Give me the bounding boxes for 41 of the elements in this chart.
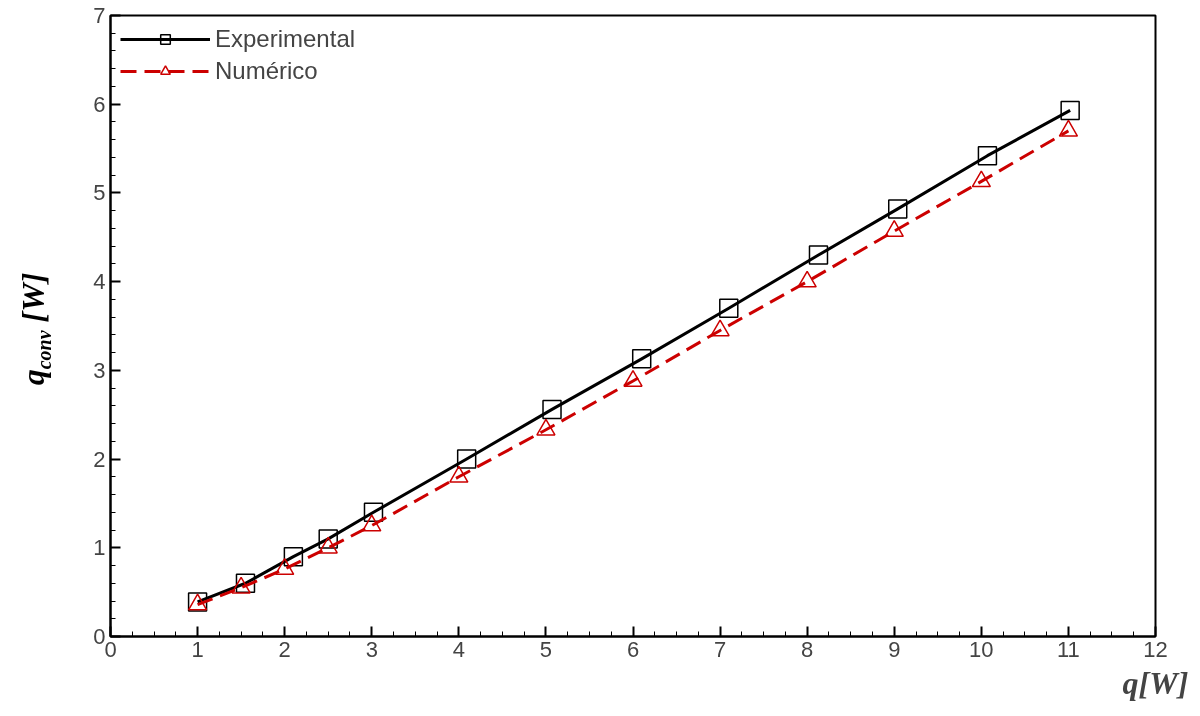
legend-label: Numérico [215,57,318,85]
point [231,576,251,594]
x-tick-label: 8 [801,636,814,662]
x-tick-label: 11 [1057,636,1080,662]
point [631,349,652,369]
point [456,449,477,469]
point [977,145,998,166]
x-tick-label: 5 [539,636,553,662]
y-tick-label: 5 [93,180,106,206]
x-tick-label: 6 [626,636,640,662]
point [449,465,469,483]
y-tick-label: 4 [93,269,106,295]
x-axis-title: q[W] [1122,664,1189,701]
y-tick-label: 7 [93,3,106,28]
point [318,536,338,554]
x-tick-label: 3 [365,636,378,662]
point [971,170,992,188]
point [719,298,739,319]
x-tick-label: 2 [278,636,291,662]
x-tick-label: 4 [452,636,465,662]
point [536,418,556,436]
x-tick-label: 9 [888,636,901,662]
point [542,399,562,420]
point [1060,100,1080,121]
point [887,199,908,219]
x-tick-label: 1 [191,636,204,662]
y-tick-label: 3 [93,357,106,383]
point [362,514,382,532]
point [797,270,817,288]
point [808,245,829,265]
y-tick-label: 2 [93,446,106,472]
x-tick-label: 10 [969,636,994,662]
legend-label: Experimental [215,25,356,53]
y-tick-label: 6 [93,91,106,117]
point [623,369,643,387]
point [710,319,730,337]
x-tick-label: 7 [713,636,727,662]
y-tick-label: 1 [93,535,106,561]
point [884,219,904,238]
x-tick-label: 12 [1143,636,1168,662]
point [274,557,295,576]
